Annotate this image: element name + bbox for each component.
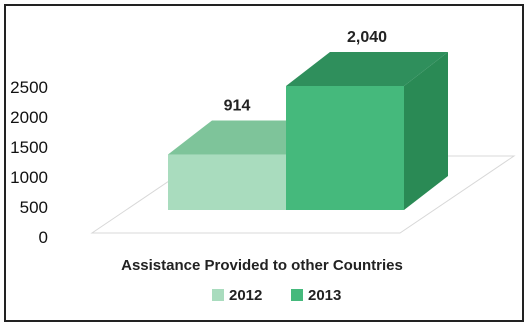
bars (168, 52, 448, 210)
bar-2012 (168, 154, 286, 210)
legend-swatch-2013 (291, 289, 303, 301)
y-tick-label: 2000 (10, 108, 48, 127)
x-axis-label: Assistance Provided to other Countries (121, 257, 403, 274)
y-tick-label: 0 (39, 228, 48, 247)
bar-2013 (286, 86, 404, 210)
legend-label-2012: 2012 (229, 287, 262, 304)
legend: 2012 2013 (212, 287, 341, 304)
y-tick-label: 2500 (10, 78, 48, 97)
legend-label-2013: 2013 (308, 287, 341, 304)
y-tick-label: 1000 (10, 168, 48, 187)
legend-swatch-2012 (212, 289, 224, 301)
data-labels: 914 2,040 (224, 29, 387, 114)
bar-2013-side (404, 52, 448, 210)
y-axis: 0 500 1000 1500 2000 2500 (10, 78, 48, 247)
data-label-2012: 914 (224, 97, 251, 114)
data-label-2013: 2,040 (347, 29, 387, 46)
y-tick-label: 500 (20, 198, 48, 217)
y-tick-label: 1500 (10, 138, 48, 157)
bar-2013-top (286, 52, 448, 86)
